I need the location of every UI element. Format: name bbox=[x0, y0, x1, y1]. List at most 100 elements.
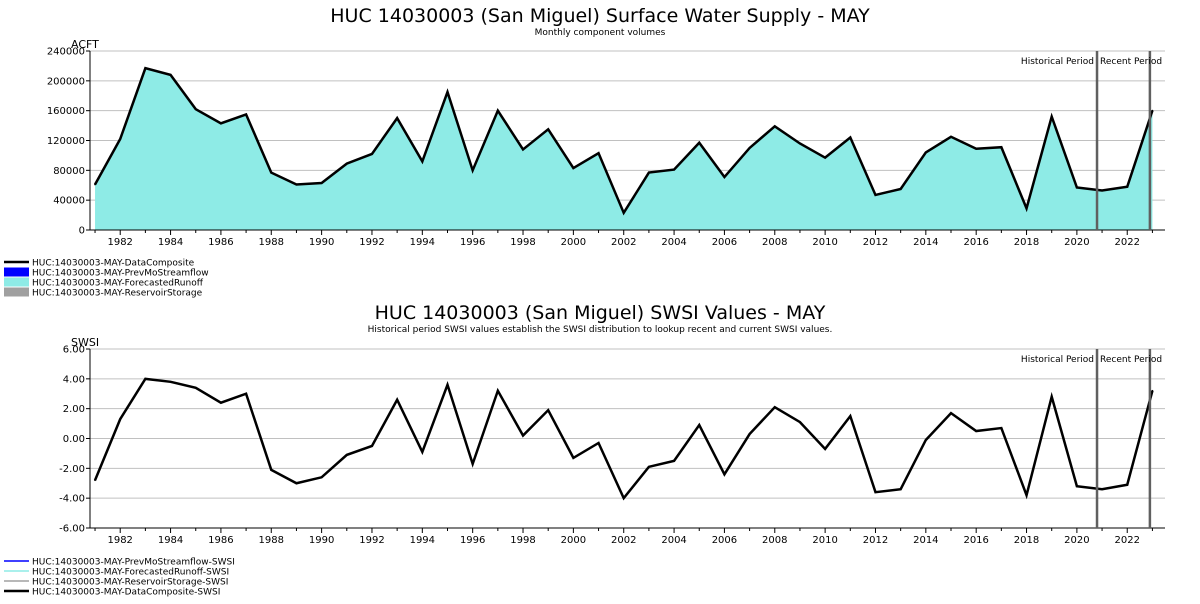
x-tick-label: 2004 bbox=[661, 237, 686, 248]
data-point bbox=[1075, 186, 1078, 189]
data-point bbox=[119, 138, 122, 140]
data-point bbox=[975, 147, 978, 150]
x-tick-label: 1994 bbox=[410, 237, 435, 248]
y-tick-label: 0 bbox=[79, 226, 85, 237]
y-tick-label: 4.00 bbox=[63, 374, 85, 385]
data-point bbox=[824, 156, 827, 159]
data-point bbox=[673, 459, 675, 462]
x-tick-label: 2004 bbox=[661, 535, 686, 546]
historical-period-label: Historical Period bbox=[1021, 355, 1094, 365]
data-point bbox=[874, 491, 877, 494]
data-point bbox=[144, 377, 147, 380]
data-point bbox=[471, 169, 474, 172]
x-tick-label: 1990 bbox=[309, 237, 334, 248]
y-axis-label: ACFT bbox=[71, 38, 99, 51]
x-tick-label: 2016 bbox=[963, 237, 988, 248]
data-point bbox=[773, 125, 776, 128]
data-point bbox=[698, 141, 701, 144]
x-tick-label: 1984 bbox=[158, 237, 183, 248]
x-tick-label: 1990 bbox=[309, 535, 334, 546]
data-point bbox=[371, 445, 373, 447]
data-point bbox=[597, 442, 600, 444]
data-point bbox=[295, 482, 298, 485]
data-point bbox=[396, 117, 399, 120]
recent-period-label: Recent Period bbox=[1100, 57, 1162, 67]
x-tick-label: 2000 bbox=[561, 535, 586, 546]
data-point bbox=[748, 433, 751, 435]
data-point bbox=[1101, 189, 1103, 192]
x-tick-label: 2022 bbox=[1115, 535, 1140, 546]
x-tick-label: 1998 bbox=[510, 535, 535, 546]
x-tick-label: 1992 bbox=[359, 237, 384, 248]
x-tick-label: 2012 bbox=[863, 237, 888, 248]
data-point bbox=[547, 409, 550, 412]
data-point bbox=[345, 162, 348, 165]
data-point bbox=[1050, 115, 1053, 118]
data-point bbox=[1126, 483, 1129, 486]
x-tick-label: 1988 bbox=[259, 535, 284, 546]
x-tick-label: 1996 bbox=[460, 535, 485, 546]
y-tick-label: -2.00 bbox=[59, 464, 85, 475]
legend-swatch bbox=[4, 287, 29, 297]
x-tick-label: 2022 bbox=[1115, 237, 1140, 248]
x-tick-label: 2020 bbox=[1064, 237, 1089, 248]
data-point bbox=[849, 136, 852, 139]
data-point bbox=[1000, 146, 1003, 149]
data-point bbox=[1000, 427, 1003, 429]
data-point bbox=[471, 462, 474, 465]
data-point bbox=[194, 386, 197, 389]
data-point bbox=[673, 168, 675, 171]
data-point bbox=[94, 183, 96, 186]
data-point bbox=[950, 135, 952, 138]
recent-period-label: Recent Period bbox=[1100, 355, 1162, 365]
data-point bbox=[723, 473, 726, 476]
y-tick-label: 200000 bbox=[47, 76, 85, 87]
chart-subtitle: Monthly component volumes bbox=[535, 28, 666, 38]
data-point bbox=[849, 415, 852, 418]
data-point bbox=[1050, 395, 1053, 398]
y-tick-label: 0.00 bbox=[63, 434, 85, 445]
data-point bbox=[194, 108, 197, 111]
data-point bbox=[1075, 485, 1078, 488]
x-tick-label: 2006 bbox=[712, 237, 737, 248]
data-point bbox=[320, 476, 323, 479]
x-tick-label: 2012 bbox=[863, 535, 888, 546]
data-point bbox=[446, 383, 449, 386]
data-point bbox=[270, 171, 273, 174]
data-point bbox=[899, 188, 902, 190]
data-point bbox=[1126, 185, 1129, 188]
x-tick-label: 1982 bbox=[107, 237, 132, 248]
data-point bbox=[1101, 488, 1103, 491]
legend: HUC:14030003-MAY-PrevMoStreamflow-SWSIHU… bbox=[4, 558, 235, 598]
y-tick-label: 40000 bbox=[53, 196, 85, 207]
data-point bbox=[975, 430, 978, 432]
y-tick-label: -4.00 bbox=[59, 494, 85, 505]
data-point bbox=[924, 439, 927, 441]
x-tick-label: 1986 bbox=[208, 535, 233, 546]
data-point bbox=[144, 67, 147, 70]
legend: HUC:14030003-MAY-DataCompositeHUC:140300… bbox=[4, 259, 209, 299]
data-point bbox=[270, 468, 273, 471]
x-tick-label: 1984 bbox=[158, 535, 183, 546]
x-tick-label: 1986 bbox=[208, 237, 233, 248]
legend-swatch bbox=[4, 277, 29, 287]
data-point bbox=[622, 211, 625, 214]
x-tick-label: 2010 bbox=[812, 237, 837, 248]
data-point bbox=[572, 167, 575, 169]
data-point bbox=[899, 488, 902, 491]
x-tick-label: 1988 bbox=[259, 237, 284, 248]
data-point bbox=[622, 497, 625, 500]
data-point bbox=[119, 418, 122, 421]
x-tick-label: 2014 bbox=[913, 535, 938, 546]
data-point bbox=[522, 434, 524, 437]
data-point bbox=[924, 151, 927, 154]
legend-label: HUC:14030003-MAY-ForecastedRunoff-SWSI bbox=[32, 568, 229, 578]
data-point bbox=[320, 182, 323, 184]
data-point bbox=[371, 153, 373, 155]
data-point bbox=[698, 424, 701, 426]
x-tick-label: 2016 bbox=[963, 535, 988, 546]
x-tick-label: 2002 bbox=[611, 237, 636, 248]
data-point bbox=[421, 451, 424, 453]
chart-1: HUC 14030003 (San Miguel) Surface Water … bbox=[4, 5, 1165, 299]
